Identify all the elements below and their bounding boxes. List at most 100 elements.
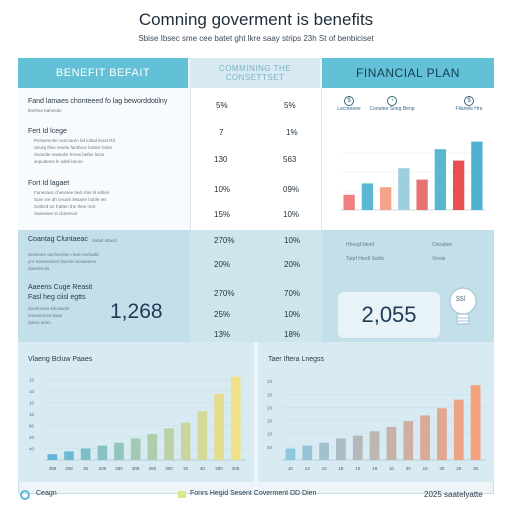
x-tick-label: 10 — [288, 466, 294, 471]
table-cell: 10% — [214, 185, 231, 194]
tick-label: 10 — [267, 379, 273, 384]
kpi-subheading: Fasl heg ciisl egtts — [28, 294, 86, 301]
tick-label: 10 — [29, 401, 35, 406]
bar — [180, 422, 191, 460]
left-section-line: Ssandte sneeulie hreas betbe lotos — [34, 152, 105, 157]
x-tick-label: 30 — [183, 466, 189, 471]
bar — [64, 451, 74, 460]
icon-item: $ Fllanele Hre — [452, 96, 486, 112]
x-tick-label: 30 — [406, 466, 412, 471]
table-cell: 10% — [284, 236, 301, 245]
kpi-value-left: 1,268 — [110, 300, 163, 323]
kpi-box-right: 2,055 — [338, 292, 440, 338]
bar — [336, 438, 346, 460]
table-cell: 13% — [214, 330, 231, 339]
bar — [130, 438, 141, 460]
icon-item: $ Lecnteeee — [334, 96, 364, 112]
column-header-consettset: COMMINING THE CONSETTSET — [190, 58, 320, 88]
tick-label: 20 — [267, 405, 273, 410]
left-section-line: sepuatnes ln sabli beore — [34, 159, 83, 164]
left-section-heading: Fert Id lcege — [28, 128, 67, 135]
table-cell: 10% — [284, 310, 301, 319]
x-tick-label: 10 — [355, 466, 361, 471]
band-line: Saerleinds — [28, 266, 50, 271]
bar — [285, 448, 296, 460]
x-tick-label: 280 — [115, 466, 123, 471]
bottom-right-bar-chart: 40 10 10 20 10 10 10 13 15 18 10 19 10 30 15 30 20 30 — [267, 379, 486, 471]
tick-label: 10 — [29, 412, 35, 417]
bar — [369, 431, 380, 460]
bar — [437, 408, 447, 460]
bar — [230, 376, 241, 460]
bar — [352, 435, 363, 460]
x-tick-label: 300 — [165, 466, 173, 471]
bar — [452, 160, 465, 210]
tick-label: 10 — [267, 432, 273, 437]
x-tick-label: 300 — [215, 466, 223, 471]
band-right-item: Hhregf lilend — [346, 242, 375, 248]
left-section-heading: Fand lamaes chonteeed fo lag beworddotil… — [28, 98, 168, 105]
left-section-sub: bnehee baheeds — [28, 108, 62, 113]
table-cell: 7 — [219, 128, 224, 137]
bar — [386, 426, 397, 460]
table-cell: 130 — [214, 155, 228, 164]
kpi-line: Sarss aeen — [28, 320, 51, 325]
tick-label: 40 — [267, 445, 273, 450]
x-tick-label: 19 — [372, 466, 378, 471]
x-tick-label: 20 — [456, 466, 462, 471]
bar — [97, 445, 108, 460]
icon-label: Lecnteeee — [337, 106, 361, 112]
band-line: ynr Seeerndees fanetic bosaeieen — [28, 259, 97, 264]
table-cell: 563 — [283, 155, 297, 164]
bar — [434, 149, 447, 210]
x-tick-label: 388 — [49, 466, 57, 471]
column-header-financial-plan: FINANCIAL PLAN — [322, 58, 494, 88]
left-text-pane — [18, 88, 190, 230]
footer-left: Ceagn — [36, 490, 57, 497]
x-tick-label: 30 — [83, 466, 89, 471]
table-cell: 18% — [284, 330, 301, 339]
band-subheading: Sabsl ottacd — [92, 238, 117, 243]
legend-swatch-icon — [178, 491, 186, 498]
tick-label: 40 — [29, 447, 35, 452]
kpi-line: Sasbmnes lidcalaehr — [28, 306, 70, 311]
bar — [361, 183, 374, 210]
x-tick-label: 305 — [232, 466, 240, 471]
icon-label: Conutee Sneg Benp — [369, 106, 415, 112]
page-title: Comning goverment is benefits — [138, 10, 374, 29]
left-section-line: Pessemnter ssmcaren fat lotlad feast Rd — [34, 138, 116, 143]
chart-title-right: Taer Iftera Lnegss — [268, 356, 325, 363]
left-section-line: Sothed tor fratten the thee rent — [34, 204, 96, 209]
left-section-line: Saeeeiee st cbnemuir — [34, 211, 78, 216]
lightbulb-icon — [449, 287, 477, 325]
table-cell: 20% — [214, 260, 231, 269]
bar — [302, 445, 313, 460]
bar — [164, 428, 174, 460]
table-cell: 5% — [284, 101, 296, 110]
table-cell: 1% — [286, 128, 298, 137]
bar — [470, 385, 481, 460]
band-right-item: Tatpf Herdl Salds — [346, 256, 385, 262]
x-tick-label: 308 — [132, 466, 140, 471]
table-cell: 270% — [214, 289, 235, 298]
page-subtitle: Sbise Ibsec sme cee batet ght lkre saay … — [138, 34, 374, 43]
left-section-line: Fanesaus chesmee bed shel lit sitheli — [34, 190, 109, 195]
icon-label: Fllanele Hre — [455, 106, 483, 112]
table-cell: 5% — [216, 101, 228, 110]
x-tick-label: 280 — [149, 466, 157, 471]
tick-label: 10 — [267, 419, 273, 424]
bar — [197, 411, 208, 460]
table-cell: 15% — [214, 210, 231, 219]
kpi-line: anoseemes baas — [28, 313, 63, 318]
table-cell: 270% — [214, 236, 235, 245]
left-section-heading: Fort Id lagaet — [28, 180, 70, 187]
bar — [214, 393, 224, 460]
table-cell: 70% — [284, 289, 301, 298]
x-tick-label: 18 — [338, 466, 344, 471]
bar — [319, 442, 329, 460]
dollar-icon: $ — [464, 96, 474, 106]
bar — [114, 442, 124, 460]
table-cell: 20% — [284, 260, 301, 269]
tick-label: 80 — [29, 424, 35, 429]
x-tick-label: 15 — [423, 466, 429, 471]
